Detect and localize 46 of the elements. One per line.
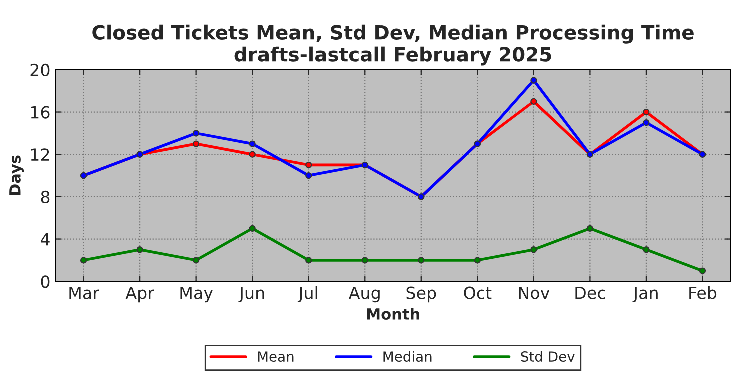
x-tick-label: May — [180, 286, 214, 303]
point — [699, 268, 706, 274]
point — [643, 246, 650, 254]
point — [530, 98, 538, 105]
x-tick-label: Sep — [406, 286, 436, 303]
point — [418, 257, 425, 264]
x-tick-label: Feb — [690, 286, 717, 300]
x-tick-label: Nov — [519, 286, 550, 300]
point — [249, 151, 256, 158]
point — [530, 246, 538, 254]
x-tick-label: Jan — [632, 286, 658, 302]
y-tick-label: 4 — [41, 233, 50, 246]
point — [193, 257, 200, 264]
legend-label: Median — [384, 351, 432, 362]
point — [249, 225, 256, 232]
point — [362, 257, 368, 264]
point — [136, 246, 144, 254]
point — [474, 257, 481, 264]
x-tick-label: Apr — [126, 286, 154, 303]
point — [530, 77, 538, 84]
y-tick-label: 0 — [41, 276, 50, 288]
x-tick-label: Aug — [348, 286, 380, 303]
y-tick-label: 16 — [31, 106, 50, 119]
point — [193, 140, 200, 148]
chart-title: Closed Tickets Mean, Std Dev, Median Processing Time drafts-lastcall February 2025 — [92, 24, 694, 66]
x-tick-label: Mar — [70, 286, 100, 300]
y-axis-title: Days — [10, 156, 24, 196]
y-tick-label: 8 — [41, 190, 50, 204]
point — [586, 225, 594, 232]
legend-label: Std Dev — [521, 351, 575, 362]
y-tick-label: 12 — [31, 148, 50, 161]
x-tick-label: Dec — [576, 286, 606, 300]
x-tick-label: Oct — [464, 286, 492, 300]
legend-label: Mean — [258, 352, 294, 362]
y-tick-label: 20 — [30, 64, 50, 76]
point — [306, 162, 312, 168]
point — [306, 257, 312, 264]
point — [643, 120, 650, 126]
point — [643, 108, 650, 116]
point — [193, 130, 200, 137]
x-tick-label: Jun — [238, 286, 264, 302]
point — [80, 257, 88, 264]
point — [249, 140, 256, 148]
x-axis-title: Month — [367, 308, 420, 320]
x-tick-label: Jul — [298, 286, 318, 302]
point — [306, 172, 312, 180]
